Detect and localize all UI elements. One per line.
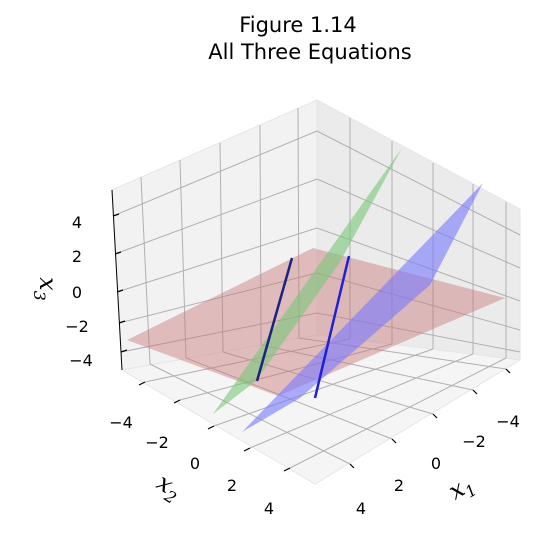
chart-title-line2: All Three Equations (208, 40, 411, 64)
x1-axis-label: x1 (443, 469, 480, 509)
x2-tick-label: 2 (227, 476, 237, 495)
x3-axis: 4 2 0 −2 −4 x3 (30, 213, 128, 370)
x2-tick-label: 4 (264, 499, 274, 518)
x2-tick-label: 0 (190, 454, 200, 473)
x1-tick-label: 2 (394, 476, 404, 495)
x3-tick-label: −2 (65, 317, 89, 336)
x2-axis-label: x2 (150, 468, 187, 508)
intersection-lines (255, 255, 351, 399)
x3-tick-label: 4 (72, 213, 82, 232)
x1-tick-label: −2 (462, 432, 486, 451)
planes (127, 148, 505, 432)
x3-tick-label: −4 (69, 351, 93, 370)
intersection-line-1 (255, 257, 294, 382)
x1-tick-label: 0 (431, 454, 441, 473)
x3-tick-label: 2 (72, 247, 82, 266)
x1-tick-label: −4 (496, 412, 520, 431)
svg-text:x3: x3 (30, 277, 62, 301)
chart-title-line1: Figure 1.14 (239, 13, 357, 37)
x3-axis-label: x3 (30, 277, 62, 301)
svg-text:x2: x2 (150, 468, 187, 508)
x2-tick-label: −4 (109, 413, 133, 432)
plane-3 (242, 183, 483, 432)
svg-text:x1: x1 (443, 469, 480, 509)
intersection-line-2 (313, 255, 351, 399)
plane-2 (213, 148, 402, 414)
axis-edges (111, 189, 123, 371)
x3-tick-label: 0 (72, 283, 82, 302)
x1-tick-label: 4 (356, 499, 366, 518)
x2-tick-label: −2 (145, 433, 169, 452)
